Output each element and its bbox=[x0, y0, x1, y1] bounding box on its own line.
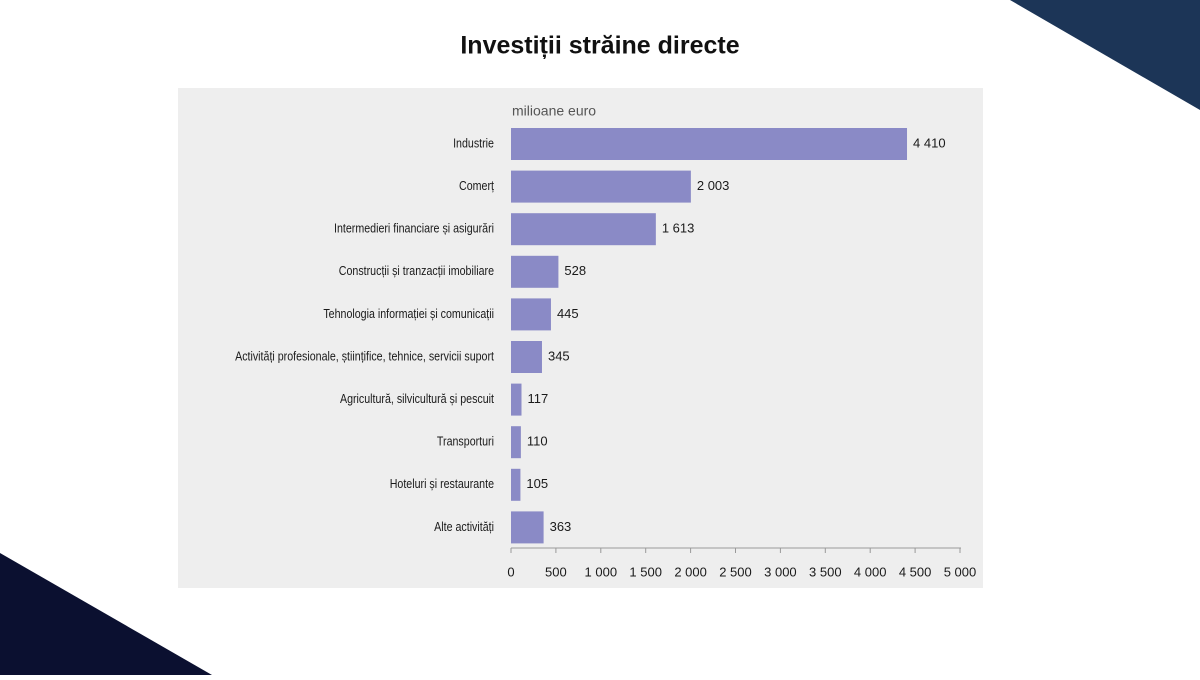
axis-label: milioane euro bbox=[512, 103, 596, 119]
x-tick-label: 2 000 bbox=[674, 564, 707, 579]
x-tick-label: 3 000 bbox=[764, 564, 797, 579]
value-label: 2 003 bbox=[697, 178, 730, 193]
value-label: 105 bbox=[526, 476, 548, 491]
bar bbox=[511, 426, 521, 459]
y-tick-label: Industrie bbox=[453, 135, 494, 150]
value-label: 1 613 bbox=[662, 221, 695, 236]
x-tick-label: 0 bbox=[507, 564, 514, 579]
bar bbox=[511, 128, 908, 160]
bar bbox=[511, 255, 559, 288]
y-tick-label: Hoteluri și restaurante bbox=[390, 476, 494, 491]
value-label: 117 bbox=[528, 391, 549, 406]
bar bbox=[511, 383, 522, 416]
y-tick-label: Activități profesionale, științifice, te… bbox=[235, 348, 494, 363]
y-tick-label: Transporturi bbox=[437, 434, 494, 449]
chart-title: Investiții străine directe bbox=[460, 32, 739, 60]
bar bbox=[511, 511, 544, 544]
value-label: 110 bbox=[527, 434, 548, 449]
plot-panel bbox=[178, 88, 983, 588]
value-label: 528 bbox=[564, 263, 586, 278]
value-label: 363 bbox=[550, 519, 572, 534]
y-tick-label: Intermedieri financiare și asigurări bbox=[334, 221, 494, 236]
value-label: 445 bbox=[557, 306, 579, 321]
x-tick-label: 5 000 bbox=[944, 564, 977, 579]
bar bbox=[511, 298, 551, 331]
bar bbox=[511, 468, 521, 501]
value-label: 4 410 bbox=[913, 135, 946, 150]
bar bbox=[511, 341, 542, 373]
x-tick-label: 500 bbox=[545, 564, 567, 579]
y-tick-label: Construcții și tranzacții imobiliare bbox=[339, 263, 494, 278]
y-tick-label: Agricultură, silvicultură și pescuit bbox=[340, 391, 494, 406]
y-tick-label: Tehnologia informației și comunicații bbox=[323, 306, 494, 321]
x-tick-label: 2 500 bbox=[719, 564, 752, 579]
x-tick-label: 4 000 bbox=[854, 564, 887, 579]
bar bbox=[511, 170, 691, 203]
value-label: 345 bbox=[548, 348, 570, 363]
decoration bbox=[1010, 0, 1200, 110]
x-tick-label: 1 000 bbox=[585, 564, 618, 579]
y-tick-label: Comerț bbox=[459, 178, 494, 193]
y-tick-label: Alte activități bbox=[434, 519, 494, 534]
decoration bbox=[0, 553, 212, 675]
x-tick-label: 1 500 bbox=[629, 564, 662, 579]
bar bbox=[511, 213, 656, 246]
x-tick-label: 4 500 bbox=[899, 564, 932, 579]
x-tick-label: 3 500 bbox=[809, 564, 842, 579]
